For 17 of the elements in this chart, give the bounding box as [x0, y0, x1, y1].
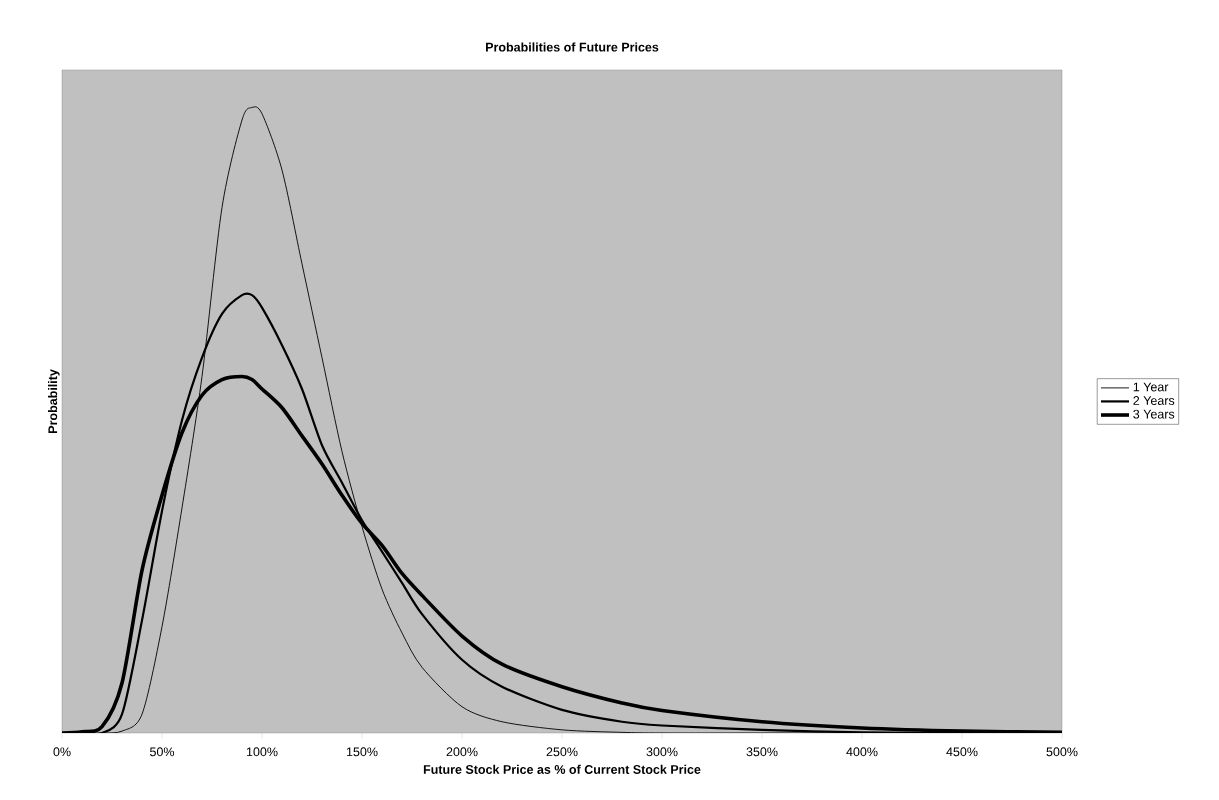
x-tick-label: 300%	[646, 747, 678, 757]
x-axis-title: Future Stock Price as % of Current Stock Price	[423, 764, 701, 774]
x-tick-label: 250%	[546, 747, 578, 757]
x-tick-label: 450%	[946, 747, 978, 757]
y-axis-title: Probability	[47, 369, 60, 433]
x-tick-label: 500%	[1046, 747, 1078, 757]
legend-label: 1 Year	[1133, 382, 1169, 392]
legend-label: 2 Years	[1133, 396, 1175, 405]
x-tick-label: 0%	[53, 747, 71, 757]
x-tick-label: 100%	[246, 747, 278, 757]
chart-title: Probabilities of Future Prices	[486, 42, 659, 52]
x-tick-label: 200%	[446, 747, 478, 757]
legend-label: 3 Years	[1133, 409, 1175, 419]
x-tick-label: 50%	[150, 747, 175, 757]
x-tick-label: 150%	[346, 747, 378, 757]
x-tick-label: 350%	[746, 747, 778, 757]
x-tick-label: 400%	[846, 747, 878, 757]
